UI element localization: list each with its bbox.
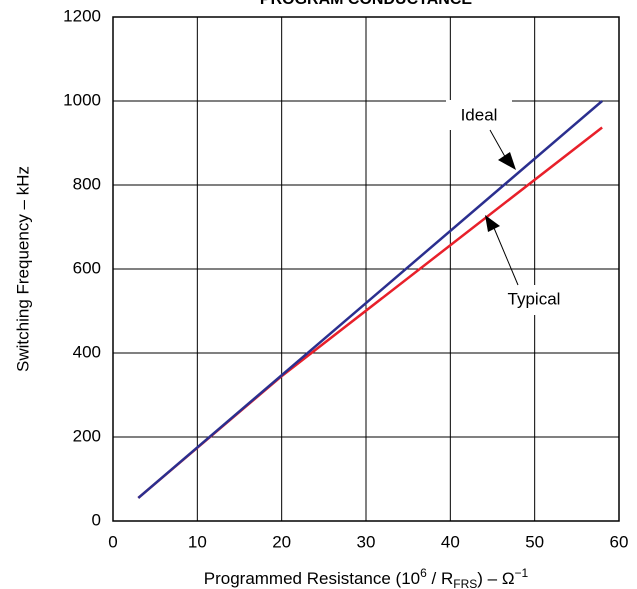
x-tick-label: 40 [441, 532, 460, 551]
y-tick-label: 200 [73, 426, 101, 445]
x-label-sup: 6 [420, 566, 427, 580]
x-label-part: / R [427, 569, 453, 588]
y-axis-label: Switching Frequency – kHz [13, 166, 32, 372]
annotation: Typical [508, 289, 561, 308]
x-axis-label: Programmed Resistance (106 / RFRS) – Ω−1 [204, 566, 529, 589]
arrowhead [498, 152, 516, 170]
x-label-sup: −1 [515, 566, 529, 580]
annotation: Ideal [461, 105, 498, 124]
x-label-sub: FRS [453, 577, 477, 589]
x-label-part: Programmed Resistance (10 [204, 569, 420, 588]
y-tick-label: 1200 [63, 6, 101, 25]
arrow-line [493, 227, 519, 286]
y-tick-label: 1000 [63, 90, 101, 109]
label-bg [492, 285, 574, 315]
x-tick-label: 10 [188, 532, 207, 551]
series-line [137, 100, 603, 499]
y-tick-label: 800 [73, 174, 101, 193]
plot-frame [112, 16, 620, 522]
y-tick-label: 0 [92, 510, 101, 529]
label-bg [446, 100, 512, 130]
y-tick-label: 400 [73, 342, 101, 361]
arrowhead [485, 215, 500, 232]
x-tick-label: 20 [272, 532, 291, 551]
annotations: Ideal Typical [446, 100, 574, 315]
x-tick-label: 60 [610, 532, 629, 551]
x-tick-label: 30 [357, 532, 376, 551]
x-tick-label: 50 [525, 532, 544, 551]
chart-title: PROGRAM CONDUCTANCE [260, 0, 472, 8]
x-tick-label: 0 [108, 532, 117, 551]
x-label-part: ) – Ω [477, 569, 514, 588]
y-tick-label: 600 [73, 258, 101, 277]
